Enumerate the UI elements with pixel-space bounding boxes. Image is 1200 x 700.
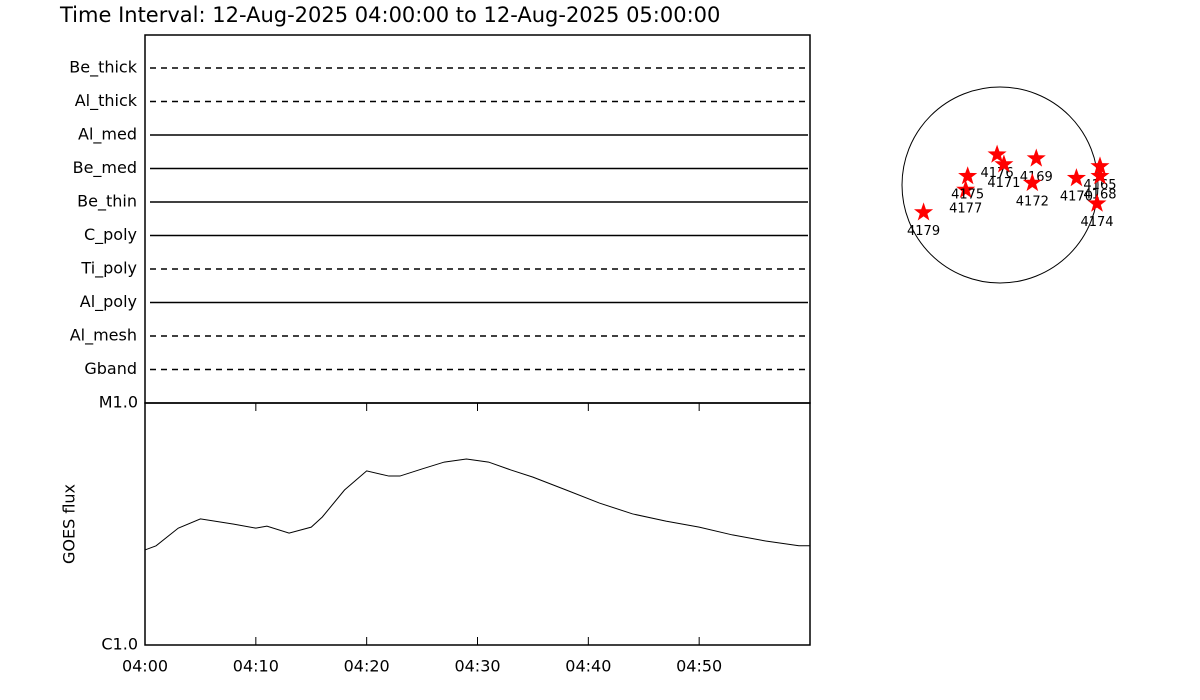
region-star <box>958 166 978 185</box>
region-star <box>1066 168 1086 187</box>
region-star <box>914 202 934 221</box>
region-label: 4175 <box>951 188 984 203</box>
region-label: 4172 <box>1016 195 1049 210</box>
filter-label: Al_thick <box>75 91 138 111</box>
x-tick-label: 04:40 <box>565 657 611 676</box>
region-star <box>956 179 976 198</box>
x-tick-label: 04:50 <box>676 657 722 676</box>
filter-label: Be_thick <box>69 58 137 78</box>
region-label: 4177 <box>949 201 982 216</box>
filter-label: Be_med <box>73 158 137 178</box>
filter-label: Gband <box>84 359 137 378</box>
region-star <box>1022 173 1042 192</box>
region-label: 4179 <box>907 224 940 239</box>
region-label: 4174 <box>1080 215 1113 230</box>
region-star <box>994 154 1014 173</box>
filter-panel <box>144 34 811 404</box>
region-star <box>1090 166 1110 185</box>
region-label: 4171 <box>987 176 1020 191</box>
solar-disk <box>901 86 1099 284</box>
region-label: 4168 <box>1083 188 1116 203</box>
region-label: 4176 <box>981 166 1014 181</box>
filter-label: Al_mesh <box>70 326 137 346</box>
region-star <box>1087 193 1107 212</box>
region-star <box>987 144 1007 163</box>
region-label: 4170 <box>1060 190 1093 205</box>
region-star <box>1026 148 1046 167</box>
x-tick-label: 04:00 <box>122 657 168 676</box>
y-tick-label: C1.0 <box>101 635 138 654</box>
x-tick-label: 04:20 <box>344 657 390 676</box>
y-tick-label: M1.0 <box>99 393 138 412</box>
region-star <box>1090 156 1110 175</box>
filter-label: Al_med <box>78 125 137 145</box>
chart-title: Time Interval: 12-Aug-2025 04:00:00 to 1… <box>59 3 720 27</box>
goes-panel <box>144 402 811 646</box>
filter-label: Ti_poly <box>80 259 137 279</box>
filter-label: Be_thin <box>77 192 137 212</box>
y-axis-label: GOES flux <box>60 484 79 564</box>
filter-label: C_poly <box>84 225 137 245</box>
goes-line <box>144 458 810 551</box>
x-tick-label: 04:10 <box>233 657 279 676</box>
x-tick-label: 04:30 <box>454 657 500 676</box>
region-label: 4165 <box>1083 178 1116 193</box>
filter-label: Al_poly <box>80 292 137 312</box>
